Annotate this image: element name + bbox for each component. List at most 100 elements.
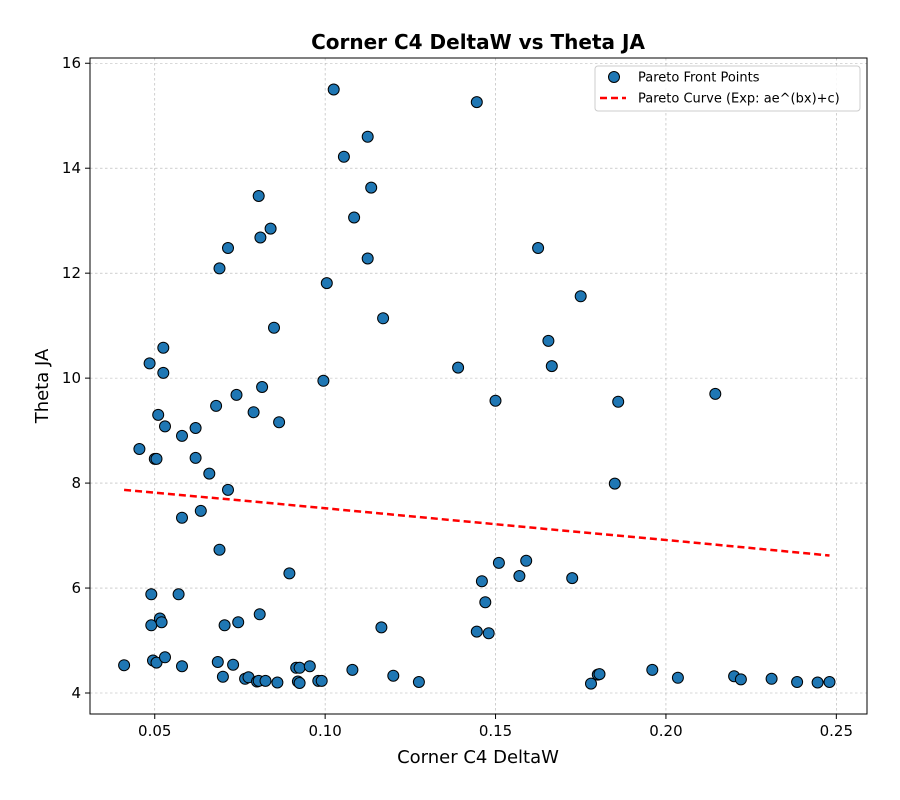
scatter-point	[271, 676, 284, 689]
scatter-point	[412, 676, 425, 688]
scatter-point	[189, 422, 202, 434]
scatter-point	[216, 670, 229, 683]
x-tick-label: 0.05	[138, 722, 171, 740]
scatter-point	[542, 334, 555, 347]
y-axis-label: Theta JA	[32, 348, 53, 424]
scatter-point	[268, 321, 280, 334]
scatter-point	[671, 671, 684, 684]
scatter-point	[189, 451, 202, 464]
scatter-point	[303, 660, 316, 673]
scatter-point	[203, 467, 216, 480]
scatter-point	[256, 381, 269, 393]
scatter-point	[176, 511, 188, 524]
scatter-point	[470, 96, 483, 109]
scatter-point	[264, 222, 277, 235]
scatter-point	[157, 366, 170, 379]
legend: Pareto Front Points Pareto Curve (Exp: a…	[594, 65, 861, 112]
scatter-point	[765, 672, 778, 685]
scatter-point	[327, 83, 340, 96]
chart-title: Corner C4 DeltaW vs Theta JA	[311, 30, 645, 54]
scatter-point	[143, 357, 156, 370]
y-tick-label: 8	[71, 474, 81, 492]
scatter-point	[253, 608, 266, 621]
scatter-point	[293, 661, 306, 674]
scatter-point	[176, 429, 188, 442]
scatter-point	[513, 570, 526, 582]
grid	[90, 58, 867, 714]
scatter-point	[612, 395, 625, 408]
scatter-point	[157, 341, 170, 354]
scatter-point	[482, 627, 495, 640]
scatter-point	[159, 420, 171, 433]
scatter-point	[247, 406, 260, 419]
scatter-point	[118, 659, 131, 672]
legend-label-points: Pareto Front Points	[638, 71, 760, 86]
scatter-point	[194, 504, 207, 517]
scatter-point	[646, 663, 659, 676]
scatter-point	[133, 443, 146, 455]
scatter-point	[348, 211, 361, 224]
scatter-point	[593, 668, 606, 681]
scatter-point	[734, 673, 747, 686]
scatter-point	[520, 554, 533, 567]
scatter-point	[377, 312, 390, 325]
x-tick-label: 0.15	[479, 722, 512, 740]
scatter-point	[337, 150, 350, 163]
scatter-point	[213, 262, 226, 275]
legend-marker-points	[608, 71, 620, 83]
plot-frame	[89, 57, 868, 715]
x-axis: 0.05 0.10 0.15 0.20 0.25	[138, 714, 853, 740]
scatter-point	[315, 674, 328, 687]
scatter-point	[452, 361, 465, 374]
scatter-point	[159, 651, 171, 664]
scatter-point	[489, 394, 502, 407]
scatter-point	[222, 483, 234, 496]
scatter-point	[475, 575, 488, 588]
scatter-point	[479, 596, 492, 609]
scatter-point	[222, 242, 234, 254]
scatter-point	[150, 452, 163, 465]
y-tick-label: 12	[62, 264, 81, 282]
scatter-point	[545, 360, 558, 373]
scatter-point	[375, 621, 388, 634]
scatter-point	[176, 660, 188, 673]
scatter-point	[361, 252, 374, 265]
scatter-point	[470, 625, 483, 638]
scatter-point	[608, 477, 621, 490]
y-tick-label: 16	[62, 54, 81, 72]
scatter-point	[346, 663, 359, 676]
y-tick-label: 6	[71, 579, 81, 597]
scatter-point	[791, 676, 804, 688]
scatter-point	[210, 399, 223, 412]
x-tick-label: 0.10	[308, 722, 341, 740]
scatter-point	[365, 181, 378, 194]
scatter-point	[150, 656, 163, 669]
scatter-point	[709, 387, 722, 400]
scatter-point	[211, 656, 224, 668]
scatter-point	[218, 619, 231, 632]
scatter-point	[387, 669, 400, 682]
scatter-point	[254, 231, 267, 244]
legend-box	[594, 65, 861, 112]
pareto-points-series	[118, 83, 836, 690]
y-axis: 4 6 8 10 12 14 16	[62, 54, 90, 702]
scatter-point	[811, 676, 824, 689]
scatter-point	[172, 588, 185, 601]
x-tick-label: 0.25	[820, 722, 853, 740]
scatter-point	[317, 374, 330, 387]
y-tick-label: 14	[62, 159, 81, 177]
scatter-point	[532, 242, 545, 254]
scatter-point	[155, 616, 168, 629]
y-tick-label: 10	[62, 369, 81, 387]
legend-label-curve: Pareto Curve (Exp: ae^(bx)+c)	[638, 92, 840, 107]
scatter-point	[230, 388, 243, 401]
scatter-point	[320, 277, 333, 290]
scatter-point	[574, 290, 587, 303]
scatter-point	[227, 658, 240, 671]
scatter-point	[283, 567, 296, 580]
scatter-point	[585, 677, 597, 690]
pareto-curve-series	[123, 488, 830, 557]
scatter-point	[252, 190, 265, 202]
